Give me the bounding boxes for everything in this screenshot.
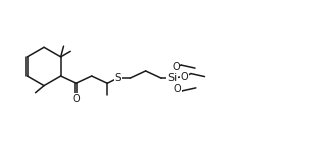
- Text: O: O: [172, 62, 180, 72]
- Text: O: O: [72, 94, 80, 104]
- Text: O: O: [181, 72, 189, 82]
- Text: Si: Si: [167, 73, 177, 83]
- Text: O: O: [173, 84, 181, 94]
- Text: S: S: [115, 73, 122, 83]
